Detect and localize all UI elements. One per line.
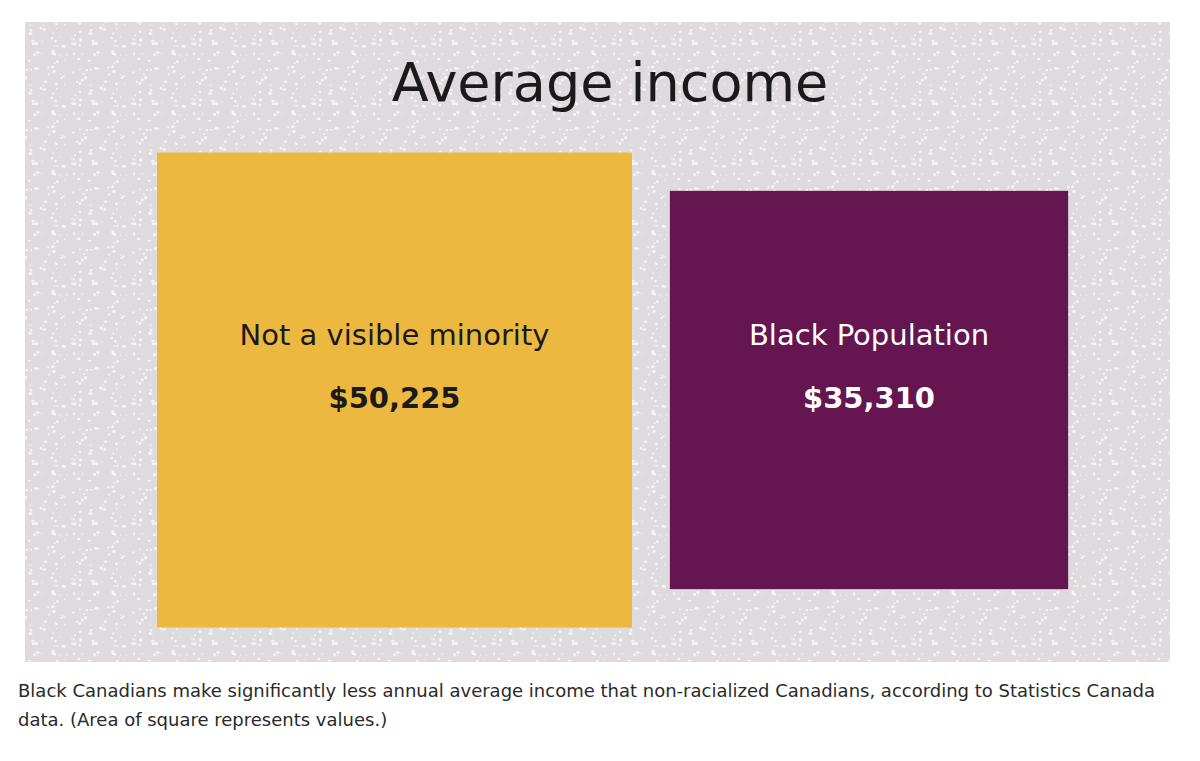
square: [157, 153, 632, 628]
page: Average income Not a visible minority $50,…: [0, 0, 1200, 761]
data-label: $35,310: [803, 381, 935, 415]
category-label: Black Population: [749, 318, 989, 352]
title: Average income: [392, 51, 829, 114]
marks: [157, 153, 1068, 628]
chart: Average income Not a visible minority $50,…: [0, 0, 1200, 761]
caption: Black Canadians make significantly less …: [18, 676, 1168, 734]
background: [25, 22, 1170, 662]
category-label: Not a visible minority: [240, 318, 550, 352]
square: [670, 191, 1068, 589]
data-label: $50,225: [328, 381, 460, 415]
